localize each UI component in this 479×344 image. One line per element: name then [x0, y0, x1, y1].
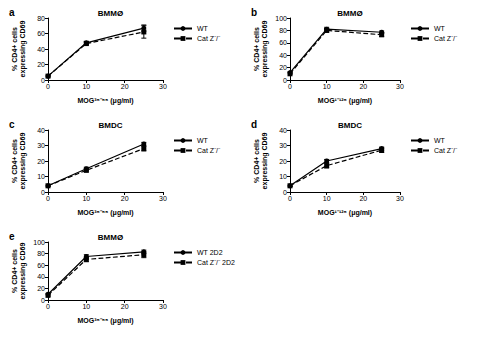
svg-text:30: 30 [37, 142, 45, 149]
svg-text:BMMØ: BMMØ [98, 9, 123, 18]
svg-text:10: 10 [323, 83, 331, 90]
svg-text:40: 40 [279, 127, 287, 134]
svg-text:0: 0 [41, 77, 45, 84]
svg-text:expressing CD69: expressing CD69 [19, 132, 27, 189]
svg-text:30: 30 [159, 195, 167, 202]
svg-text:20: 20 [279, 158, 287, 165]
svg-text:MOG¹⁻¹²⁵ (μg/ml): MOG¹⁻¹²⁵ (μg/ml) [318, 209, 372, 217]
svg-text:Cat Z⁻/⁻: Cat Z⁻/⁻ [197, 147, 221, 154]
svg-text:expressing CD69: expressing CD69 [19, 242, 27, 299]
svg-text:Cat Z⁻/⁻ 2D2: Cat Z⁻/⁻ 2D2 [197, 259, 235, 266]
svg-text:80: 80 [279, 27, 287, 34]
svg-text:80: 80 [37, 15, 45, 22]
svg-text:expressing CD69: expressing CD69 [261, 132, 269, 189]
svg-text:100: 100 [275, 15, 287, 22]
svg-text:10: 10 [82, 303, 90, 310]
svg-text:BMDC: BMDC [99, 121, 123, 130]
svg-text:Cat Z⁻/⁻: Cat Z⁻/⁻ [197, 35, 221, 42]
svg-text:30: 30 [159, 83, 167, 90]
svg-text:0: 0 [288, 83, 292, 90]
svg-text:0: 0 [46, 195, 50, 202]
svg-text:20: 20 [37, 285, 45, 292]
svg-text:0: 0 [46, 83, 50, 90]
svg-text:10: 10 [82, 83, 90, 90]
svg-text:% CD4+ cells: % CD4+ cells [253, 139, 260, 183]
svg-text:0: 0 [46, 303, 50, 310]
svg-text:10: 10 [323, 195, 331, 202]
svg-text:BMDC: BMDC [338, 121, 362, 130]
svg-text:10: 10 [82, 195, 90, 202]
svg-text:BMMØ: BMMØ [98, 233, 123, 242]
svg-text:% CD4+ cells: % CD4+ cells [253, 27, 260, 71]
svg-text:MOG¹⁻¹²⁵ (μg/ml): MOG¹⁻¹²⁵ (μg/ml) [318, 97, 372, 105]
svg-text:expressing CD69: expressing CD69 [19, 20, 27, 77]
svg-text:BMMØ: BMMØ [337, 9, 362, 18]
svg-text:20: 20 [279, 64, 287, 71]
svg-text:20: 20 [121, 195, 129, 202]
svg-text:MOG³⁵⁻⁵⁵ (μg/ml): MOG³⁵⁻⁵⁵ (μg/ml) [77, 317, 133, 325]
svg-text:0: 0 [41, 297, 45, 304]
svg-text:e: e [9, 231, 15, 242]
svg-text:20: 20 [359, 83, 367, 90]
svg-text:30: 30 [396, 83, 404, 90]
svg-text:MOG³⁵⁻⁵⁵ (μg/ml): MOG³⁵⁻⁵⁵ (μg/ml) [77, 97, 133, 105]
svg-text:60: 60 [37, 30, 45, 37]
svg-text:WT: WT [434, 137, 446, 144]
svg-text:% CD4+ cells: % CD4+ cells [11, 139, 18, 183]
svg-text:40: 40 [37, 46, 45, 53]
svg-text:Cat Z⁻/⁻: Cat Z⁻/⁻ [434, 147, 458, 154]
svg-text:80: 80 [37, 250, 45, 257]
svg-text:% CD4+ cells: % CD4+ cells [11, 27, 18, 71]
svg-text:60: 60 [37, 262, 45, 269]
svg-text:20: 20 [359, 195, 367, 202]
svg-text:20: 20 [37, 158, 45, 165]
svg-text:0: 0 [288, 195, 292, 202]
svg-text:20: 20 [37, 61, 45, 68]
svg-text:expressing CD69: expressing CD69 [261, 20, 269, 77]
svg-text:WT: WT [197, 25, 209, 32]
svg-text:100: 100 [33, 239, 45, 246]
svg-text:% CD4+ cells: % CD4+ cells [11, 249, 18, 293]
svg-text:40: 40 [37, 273, 45, 280]
svg-text:40: 40 [37, 127, 45, 134]
svg-text:30: 30 [279, 142, 287, 149]
svg-text:60: 60 [279, 39, 287, 46]
svg-text:0: 0 [41, 189, 45, 196]
svg-text:30: 30 [159, 303, 167, 310]
svg-text:Cat Z⁻/⁻: Cat Z⁻/⁻ [434, 35, 458, 42]
svg-text:MOG³⁵⁻⁵⁵ (μg/ml): MOG³⁵⁻⁵⁵ (μg/ml) [77, 209, 133, 217]
svg-text:30: 30 [396, 195, 404, 202]
svg-text:c: c [9, 119, 15, 130]
svg-text:d: d [251, 119, 257, 130]
svg-text:40: 40 [279, 52, 287, 59]
svg-text:WT 2D2: WT 2D2 [197, 249, 223, 256]
svg-text:WT: WT [197, 137, 209, 144]
svg-text:b: b [251, 7, 257, 18]
svg-text:0: 0 [283, 77, 287, 84]
svg-text:WT: WT [434, 25, 446, 32]
svg-text:a: a [9, 7, 15, 18]
svg-text:0: 0 [283, 189, 287, 196]
svg-text:10: 10 [37, 173, 45, 180]
svg-text:20: 20 [121, 303, 129, 310]
svg-text:10: 10 [279, 173, 287, 180]
svg-text:20: 20 [121, 83, 129, 90]
